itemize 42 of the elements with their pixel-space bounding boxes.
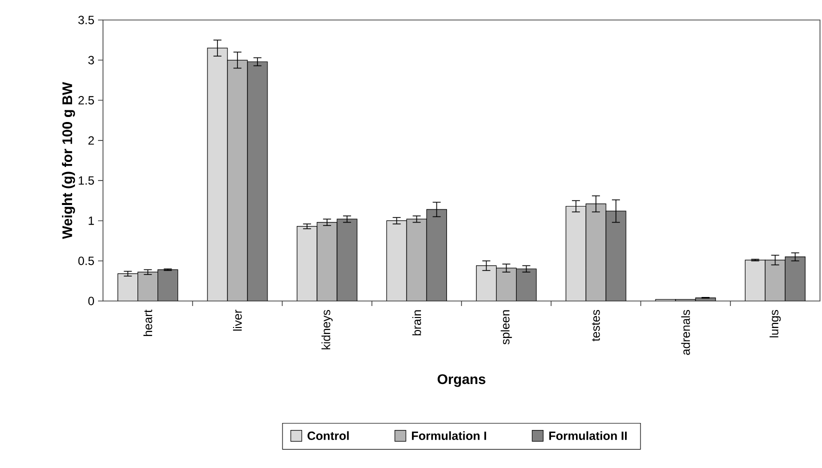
x-tick-label: lungs (770, 310, 781, 338)
bar (297, 226, 318, 301)
bar (586, 204, 606, 301)
bar (516, 268, 536, 301)
x-tick-label: heart (143, 310, 152, 336)
x-tick-label: kidneys (322, 310, 333, 350)
bar (386, 220, 407, 301)
y-axis-title: Weight (g) for 100 g BW (62, 82, 76, 239)
bar (784, 256, 806, 301)
y-tick-label: 2 (88, 136, 94, 145)
bar (606, 211, 626, 301)
bar (566, 206, 586, 301)
bar (764, 260, 786, 301)
y-tick-label: 1.5 (78, 176, 94, 185)
bar (247, 62, 268, 301)
bar (227, 60, 248, 301)
legend-label: Formulation I (412, 431, 486, 440)
x-tick-label: brain (412, 310, 422, 336)
y-tick-label: 3 (88, 56, 94, 64)
bar (337, 219, 358, 301)
y-tick-label: 0 (88, 296, 94, 306)
bar (496, 268, 516, 301)
bar (406, 219, 427, 301)
bar (138, 272, 158, 301)
legend-label: Formulation II (549, 431, 627, 440)
y-tick-label: 3.5 (78, 16, 94, 24)
bar (118, 274, 138, 301)
legend-label: Control (308, 431, 349, 440)
bar (744, 260, 766, 301)
x-axis-title: Organs (438, 374, 486, 387)
x-tick-label: adrenals (681, 310, 690, 355)
y-tick-label: 2.5 (78, 96, 94, 105)
y-tick-label: 0.5 (78, 256, 94, 266)
x-tick-label: liver (233, 310, 242, 331)
bar (476, 266, 496, 301)
x-tick-label: testes (592, 310, 600, 342)
bar (317, 222, 338, 301)
x-tick-label: spleen (500, 310, 512, 344)
bar (426, 209, 447, 301)
bar (158, 270, 178, 301)
y-tick-label: 1 (88, 216, 94, 225)
bar (207, 48, 228, 301)
